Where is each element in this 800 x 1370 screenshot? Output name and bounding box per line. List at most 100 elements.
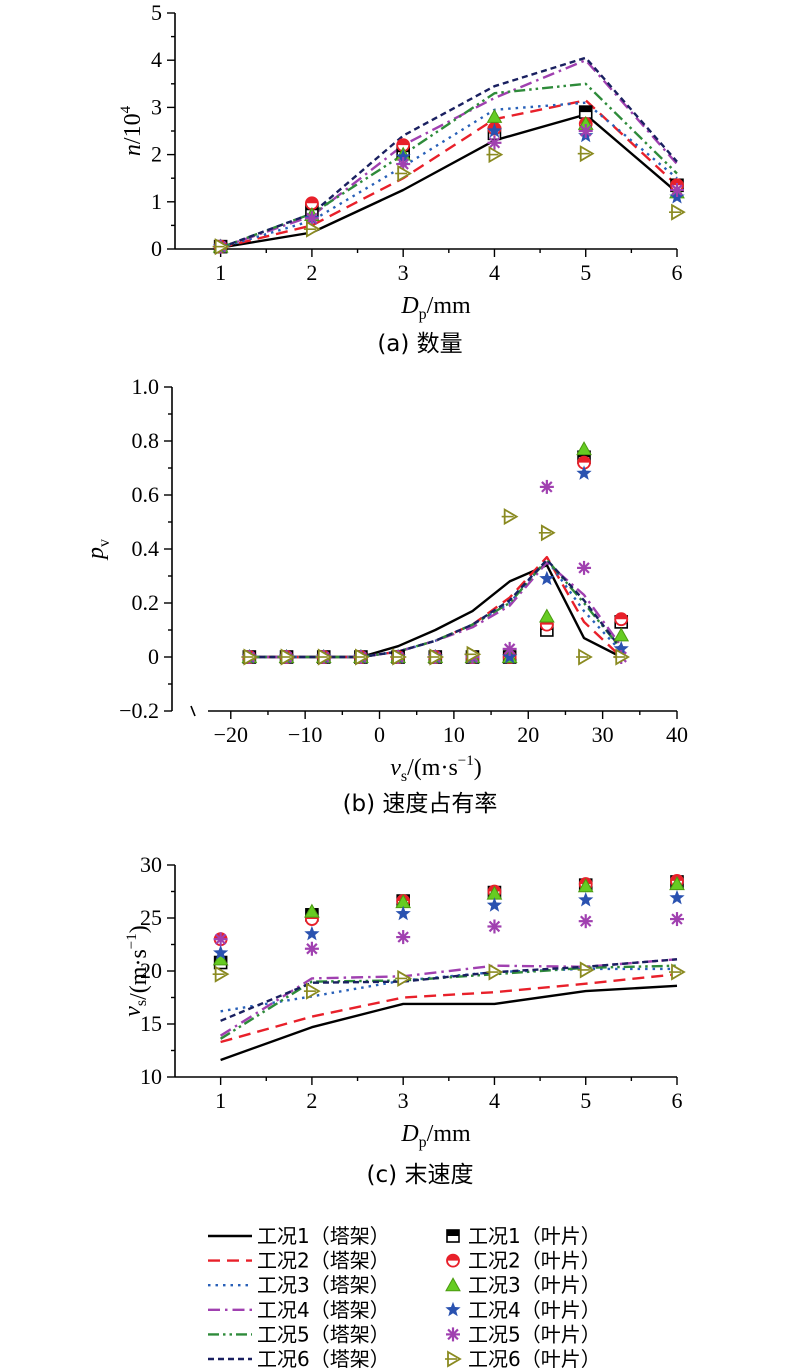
marker-series-6-point bbox=[303, 982, 321, 1000]
marker-series-4-point bbox=[502, 649, 518, 664]
y-tick-label: 0 bbox=[151, 236, 162, 261]
line-series-3 bbox=[220, 967, 677, 1013]
marker-series-5-point bbox=[304, 211, 319, 226]
x-tick-label: 5 bbox=[580, 260, 591, 285]
legend-marker-label: 工况4（叶片） bbox=[468, 1298, 601, 1322]
x-tick-label: 3 bbox=[398, 260, 409, 285]
line-series-4 bbox=[220, 59, 678, 249]
line-series-5 bbox=[219, 964, 678, 1040]
marker-series-5-point bbox=[578, 914, 593, 929]
marker-series-6-point bbox=[486, 963, 504, 981]
legend-marker-label: 工况5（叶片） bbox=[468, 1322, 601, 1346]
marker-series-6-point bbox=[613, 648, 631, 666]
marker-series-4-point bbox=[395, 148, 411, 164]
legend-marker-swatch bbox=[445, 1350, 462, 1368]
marker-series-6-point bbox=[464, 645, 482, 663]
y-tick-label: 0.6 bbox=[132, 482, 160, 507]
legend: 工况1（塔架）工况2（塔架）工况3（塔架）工况4（塔架）工况5（塔架）工况6（塔… bbox=[208, 1224, 601, 1370]
line-series-5 bbox=[220, 82, 678, 249]
marker-series-5-point bbox=[396, 930, 411, 945]
y-tick-label: 30 bbox=[140, 852, 162, 877]
x-tick-label: −10 bbox=[288, 722, 322, 747]
marker-series-3-point bbox=[669, 876, 685, 891]
x-axis-title: Dp/mm bbox=[400, 293, 471, 323]
marker-series-5-point bbox=[213, 932, 228, 947]
marker-series-6-point bbox=[577, 145, 595, 163]
x-tick-label: 4 bbox=[489, 260, 500, 285]
line-series-6 bbox=[220, 56, 678, 249]
y-tick-label: 0.8 bbox=[132, 428, 160, 453]
legend-line-label: 工况4（塔架） bbox=[257, 1298, 390, 1322]
marker-series-6-point bbox=[352, 648, 370, 666]
line-series-2 bbox=[220, 99, 678, 249]
line-series-5 bbox=[249, 558, 623, 659]
x-axis-title: Dp/mm bbox=[400, 1121, 471, 1151]
legend-marker-label: 工况3（叶片） bbox=[468, 1273, 601, 1297]
marker-series-4-point bbox=[613, 640, 629, 656]
marker-series-3-point bbox=[538, 608, 555, 623]
x-tick-label: 10 bbox=[443, 722, 465, 747]
x-tick-label: 2 bbox=[306, 1088, 317, 1113]
marker-series-3-point bbox=[576, 441, 592, 456]
marker-series-4-point bbox=[578, 891, 594, 907]
marker-series-5-point bbox=[502, 641, 517, 656]
marker-series-2-point bbox=[614, 612, 629, 627]
legend-line-label: 工况5（塔架） bbox=[257, 1322, 390, 1346]
y-tick-label: 1 bbox=[151, 189, 162, 214]
y-axis-title: n/104 bbox=[118, 105, 146, 156]
x-tick-label: 20 bbox=[517, 722, 539, 747]
marker-series-4-point bbox=[486, 123, 503, 138]
marker-series-4-point bbox=[669, 889, 685, 905]
marker-series-3-point bbox=[486, 108, 503, 123]
y-axis-title: pv bbox=[83, 539, 113, 561]
panel-c: 10 15 20 25 30 1 2 3 4 5 6 Dp/mm vs/(m·s−1) bbox=[120, 852, 686, 1151]
y-tick-label: 15 bbox=[140, 1011, 162, 1036]
marker-series-4-point bbox=[213, 944, 229, 960]
marker-series-6-point bbox=[501, 508, 519, 526]
caption-a: (a) 数量 bbox=[377, 331, 462, 357]
line-series-1 bbox=[220, 984, 678, 1062]
y-tick-label: 0.4 bbox=[132, 536, 160, 561]
legend-marker-swatch bbox=[446, 1229, 460, 1243]
legend-marker-label: 工况2（叶片） bbox=[468, 1249, 601, 1273]
marker-series-6-point bbox=[303, 220, 321, 238]
line-series-4 bbox=[249, 561, 623, 659]
legend-line-label: 工况1（塔架） bbox=[257, 1224, 390, 1248]
legend-line-label: 工况3（塔架） bbox=[257, 1273, 390, 1297]
marker-series-6-point bbox=[577, 961, 595, 979]
marker-series-6-point bbox=[576, 648, 593, 666]
marker-series-5-point bbox=[670, 912, 684, 927]
marker-series-5-point bbox=[304, 941, 319, 956]
legend-marker-label: 工况1（叶片） bbox=[468, 1224, 601, 1248]
marker-series-6-point bbox=[278, 648, 296, 666]
y-tick-label: 20 bbox=[140, 958, 162, 983]
x-tick-label: −20 bbox=[214, 722, 248, 747]
marker-series-2-point bbox=[396, 138, 411, 153]
legend-marker-swatch bbox=[446, 1327, 460, 1342]
y-tick-label: 25 bbox=[140, 905, 162, 930]
y-tick-label: 3 bbox=[151, 94, 162, 119]
x-axis-title: vs/(m·s−1) bbox=[390, 753, 482, 785]
x-tick-label: 2 bbox=[306, 260, 317, 285]
legend-marker-label: 工况6（叶片） bbox=[468, 1347, 601, 1370]
x-tick-label: 3 bbox=[398, 1088, 409, 1113]
marker-series-3-point bbox=[613, 627, 630, 642]
marker-series-3-point bbox=[304, 903, 320, 918]
x-tick-label: 40 bbox=[666, 722, 688, 747]
marker-series-6-point bbox=[669, 203, 686, 221]
marker-series-6-point bbox=[390, 648, 407, 666]
y-tick-label: 0 bbox=[148, 644, 159, 669]
x-tick-label: 6 bbox=[672, 1088, 683, 1113]
line-series-3 bbox=[249, 558, 623, 659]
marker-series-6-point bbox=[212, 965, 230, 983]
marker-series-5-point bbox=[577, 560, 592, 575]
legend-line-label: 工况2（塔架） bbox=[257, 1249, 390, 1273]
line-series-6 bbox=[249, 558, 623, 659]
marker-series-5-point bbox=[487, 135, 502, 150]
marker-series-5-point bbox=[670, 183, 684, 197]
marker-series-6-point bbox=[486, 146, 504, 164]
marker-series-4-point bbox=[395, 905, 411, 921]
x-tick-label: 4 bbox=[489, 1088, 500, 1113]
panel-a: 0 1 2 3 4 5 1 2 3 4 5 6 Dp/mm n/104 bbox=[118, 0, 686, 323]
